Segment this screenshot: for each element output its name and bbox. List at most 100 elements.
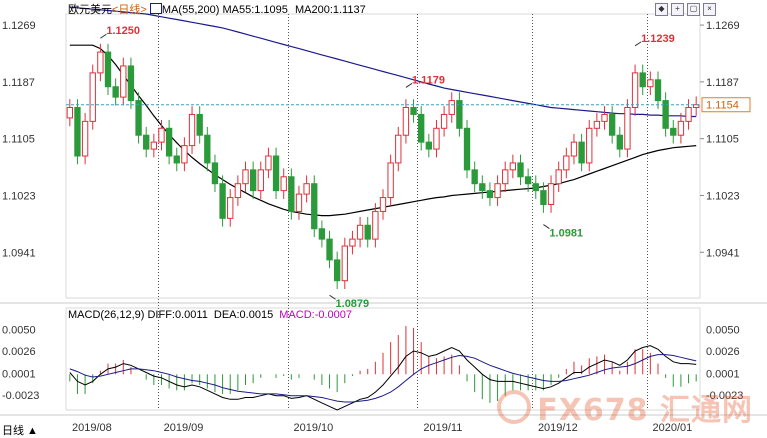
candle-body [456, 100, 463, 129]
maximize-button[interactable]: ▢ [687, 3, 700, 16]
price-tick-label: 1.1187 [706, 77, 739, 89]
price-tick-label: 1.0941 [706, 247, 740, 259]
candle-body [280, 176, 287, 192]
candle-body [624, 107, 631, 150]
period-selector[interactable]: 日线 ▲ [2, 425, 38, 437]
date-tick-label: 2019/10 [294, 422, 334, 434]
price-tick-label: 1.1269 [706, 20, 740, 32]
date-tick-label: 2019/08 [72, 422, 112, 434]
candle-body [112, 86, 119, 98]
candle-body [616, 134, 623, 150]
symbol-label: 欧元美元 [68, 4, 112, 16]
candle-body [677, 120, 685, 136]
candle-body [204, 134, 211, 164]
annotation-pointer [634, 41, 642, 47]
candle-body [326, 238, 333, 261]
candle-body [372, 210, 379, 240]
candle-body [425, 141, 433, 150]
candle-body [479, 183, 486, 192]
annotation-pointer [100, 33, 107, 39]
candle-body [608, 113, 616, 136]
macd-tick-label: 0.0050 [706, 325, 740, 337]
candle-body [272, 155, 280, 192]
candle-body [234, 183, 242, 199]
candle-body [66, 107, 73, 119]
candle-body [654, 79, 662, 102]
ma-indicator-icon [149, 3, 162, 14]
candle-body [181, 145, 188, 164]
candle-body [494, 183, 501, 199]
diff-value: DIFF:0.0011 [147, 309, 208, 321]
candle-body [135, 100, 142, 136]
macd-label[interactable]: MACD(26,12,9) [68, 309, 145, 321]
candle-body [440, 113, 448, 129]
candle-body [143, 134, 150, 150]
candle-body [158, 127, 165, 143]
timeframe-label[interactable]: <日线> [112, 4, 147, 16]
candle-body [379, 197, 387, 212]
annotation-pointer [543, 224, 550, 229]
annotation-label: 1.1250 [106, 25, 140, 37]
candle-body [555, 169, 562, 185]
annotation-label: 1.1239 [641, 33, 675, 45]
macd-panel: 0.0050 0.0050 0.0026 0.0026 0.0001 0.0001 -0.0… [2, 325, 743, 411]
candle-body [471, 169, 478, 185]
macd-value: MACD:-0.0007 [279, 309, 353, 321]
candle-body [349, 238, 356, 247]
candle-body [547, 183, 555, 205]
ma55-value: MA55:1.1095 [222, 4, 288, 16]
candle-body [257, 169, 264, 192]
candle-body [165, 127, 173, 157]
price-tick-label-left: 1.1105 [2, 134, 35, 146]
annotation-label: 1.1179 [412, 74, 445, 86]
current-price-box [701, 97, 751, 113]
candle-body [249, 169, 257, 192]
date-tick-label: 2019/11 [423, 422, 462, 434]
ma200-line [69, 6, 697, 118]
candle-body [570, 141, 578, 157]
watermark-logo-icon [497, 390, 532, 424]
candle-body [227, 197, 234, 219]
annotation-label: 1.0879 [336, 298, 370, 310]
candle-body [74, 107, 81, 157]
candle-body [532, 183, 539, 192]
annotation-label: 1.0981 [549, 228, 583, 240]
watermark-text: FX678 汇通网 [537, 393, 753, 428]
candle-body [601, 113, 608, 122]
candle-body [333, 259, 341, 282]
candle-body [685, 107, 692, 122]
candle-body [563, 155, 570, 171]
candle-body [395, 134, 402, 164]
date-tick-label: 2019/09 [164, 422, 204, 434]
macd-tick-label-left: 0.0050 [2, 325, 36, 337]
price-annotations: 1.1250 1.1179 1.0879 1.0981 1.1239 [100, 25, 675, 310]
candle-body [81, 120, 89, 157]
macd-tick-label: 0.0001 [706, 368, 740, 380]
candle-body [578, 141, 585, 164]
candle-body [402, 107, 410, 136]
ma-label[interactable]: MA(55,200) [161, 4, 220, 16]
watermark: FX678 汇通网 [497, 385, 753, 429]
candle-body [303, 183, 310, 195]
moving-average-lines [69, 6, 697, 217]
macd-header: MACD(26,12,9) DIFF:0.0011 DEA:0.0015 MAC… [68, 309, 352, 321]
candle-body [418, 113, 425, 143]
dea-line [69, 354, 697, 403]
candle-body [295, 193, 303, 212]
candle-body [387, 162, 394, 199]
candle-body [341, 245, 348, 282]
settings-button[interactable]: ◆ [655, 3, 668, 16]
candle-body [265, 155, 272, 171]
candle-body [433, 127, 440, 150]
price-tick-label-left: 1.0941 [2, 247, 36, 259]
candle-body [647, 79, 654, 88]
candlesticks [66, 43, 700, 289]
candle-body [311, 183, 318, 230]
macd-tick-label-left: 0.0001 [2, 368, 36, 380]
candle-body [219, 183, 226, 219]
close-button[interactable]: × [703, 3, 716, 16]
add-button[interactable]: + [671, 3, 684, 16]
ma200-value: MA200:1.1137 [294, 4, 366, 16]
candle-body [639, 72, 646, 88]
